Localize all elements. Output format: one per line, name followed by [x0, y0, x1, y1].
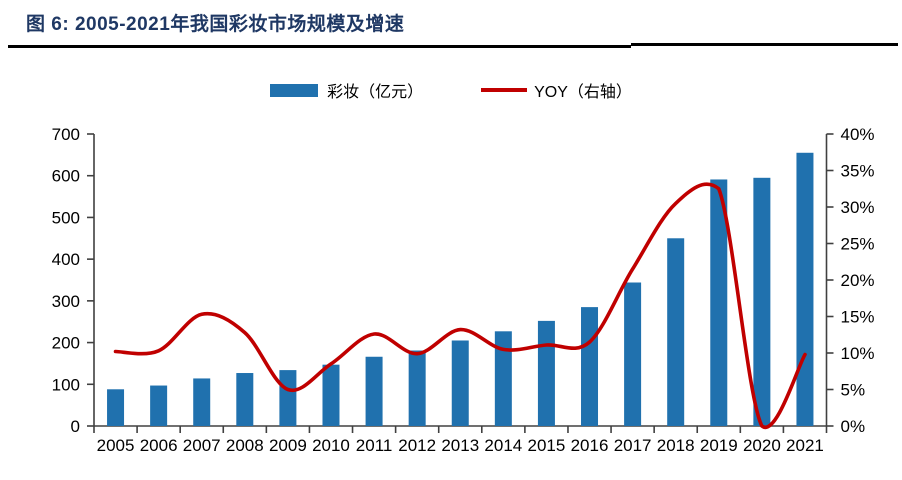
legend-item-bar-series: 彩妆（亿元）	[270, 78, 423, 102]
bar-2010	[322, 364, 340, 426]
left-axis-tick-label: 0	[71, 417, 80, 436]
bar-2009	[279, 370, 297, 426]
bar-2013	[451, 340, 469, 426]
x-axis-category-label: 2020	[743, 436, 781, 455]
bar-2008	[236, 373, 254, 426]
left-axis-tick-label: 100	[52, 375, 80, 394]
x-axis-category-label: 2016	[571, 436, 609, 455]
right-axis-tick-label: 15%	[841, 308, 875, 327]
right-axis-tick-label: 5%	[841, 381, 866, 400]
right-axis-tick-label: 40%	[841, 125, 875, 144]
bar-2016	[581, 307, 599, 426]
right-axis-tick-label: 10%	[841, 344, 875, 363]
left-axis-tick-label: 200	[52, 334, 80, 353]
legend-label-line: YOY（右轴）	[534, 84, 632, 101]
x-axis-category-label: 2009	[269, 436, 307, 455]
bar-2017	[624, 282, 642, 426]
figure-title: 图 6: 2005-2021年我国彩妆市场规模及增速	[26, 14, 405, 35]
right-axis-tick-label: 30%	[841, 198, 875, 217]
bar-2007	[193, 378, 211, 426]
x-axis-category-label: 2014	[484, 436, 522, 455]
x-axis-category-label: 2015	[528, 436, 566, 455]
bar-2018	[667, 238, 685, 426]
left-axis-tick-label: 500	[52, 208, 80, 227]
x-axis-category-label: 2021	[786, 436, 824, 455]
bar-2012	[408, 350, 426, 426]
right-axis-tick-label: 20%	[841, 271, 875, 290]
line-series-swatch-icon	[481, 88, 528, 92]
bar-2011	[365, 356, 383, 426]
bar-2005	[107, 389, 125, 426]
bar-2020	[753, 177, 771, 426]
title-underline-right	[631, 43, 898, 46]
x-axis-category-label: 2007	[183, 436, 221, 455]
x-axis-category-label: 2005	[97, 436, 135, 455]
right-axis-tick-label: 35%	[841, 162, 875, 181]
right-axis-tick-label: 0%	[841, 417, 866, 436]
yoy-line	[113, 182, 807, 430]
x-axis-category-label: 2011	[356, 436, 393, 455]
left-axis-tick-label: 400	[52, 250, 80, 269]
x-axis-category-label: 2019	[700, 436, 738, 455]
left-axis-tick-label: 600	[52, 167, 80, 186]
left-axis-tick-label: 300	[52, 292, 80, 311]
chart-legend: 彩妆（亿元） YOY（右轴）	[0, 78, 902, 102]
bar-2015	[537, 320, 555, 426]
legend-label-bar: 彩妆（亿元）	[327, 84, 424, 101]
bar-2006	[150, 385, 168, 426]
x-axis-category-label: 2013	[441, 436, 479, 455]
x-axis-category-label: 2018	[657, 436, 695, 455]
bar-2019	[710, 179, 728, 426]
bar-2021	[796, 152, 814, 426]
x-axis-category-label: 2010	[312, 436, 350, 455]
bar-2014	[494, 331, 512, 426]
right-axis-tick-label: 25%	[841, 235, 875, 254]
x-axis-category-label: 2012	[398, 436, 436, 455]
x-axis-category-label: 2017	[614, 436, 652, 455]
x-axis-category-label: 2006	[140, 436, 178, 455]
x-axis-category-label: 2008	[226, 436, 264, 455]
legend-item-line-series: YOY（右轴）	[481, 78, 632, 102]
bar-series-swatch-icon	[270, 83, 319, 97]
left-axis-tick-label: 700	[52, 125, 80, 144]
title-underline-left	[8, 45, 631, 48]
